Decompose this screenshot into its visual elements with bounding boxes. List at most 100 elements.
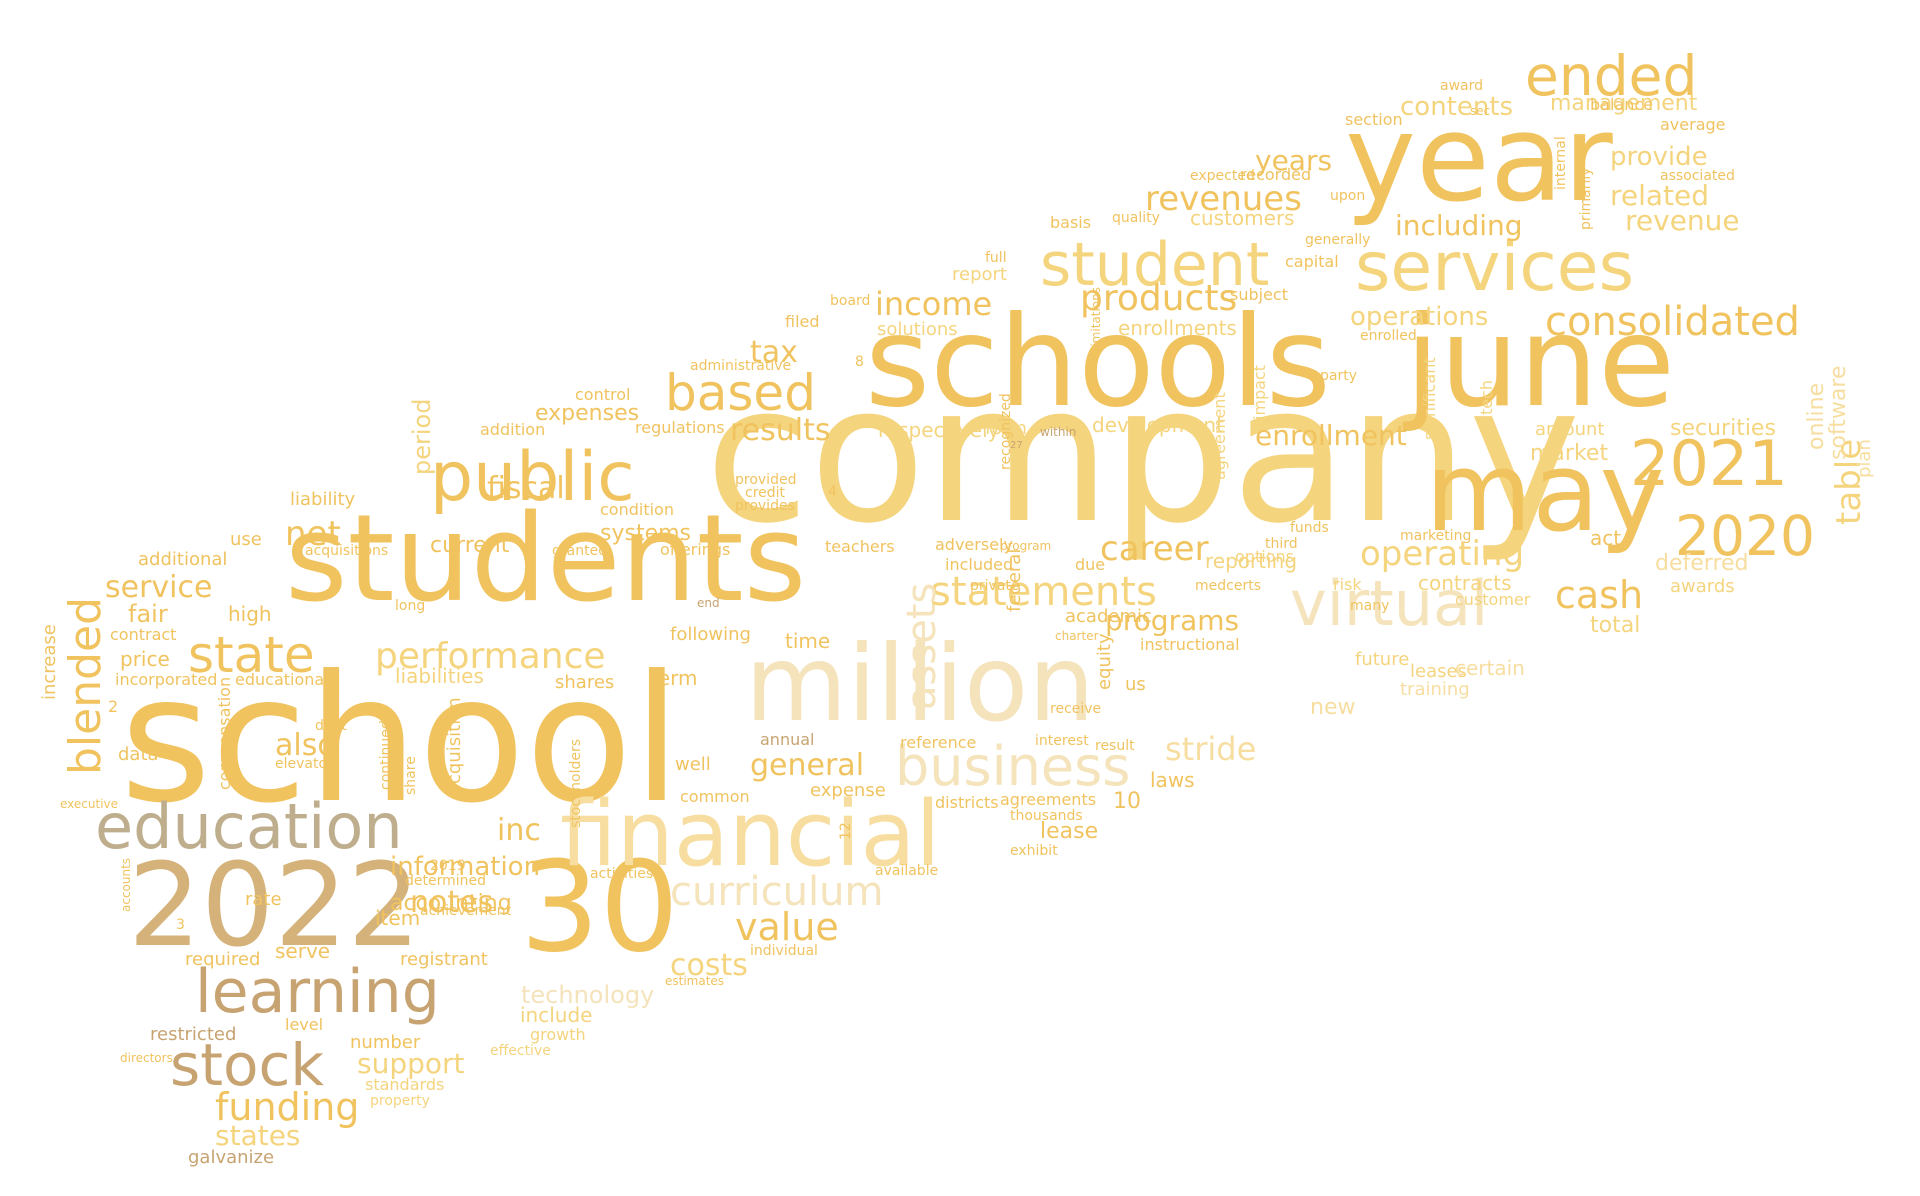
word-enrollments: enrollments bbox=[1118, 316, 1237, 340]
word-solutions: solutions bbox=[877, 319, 958, 340]
word-cloud-words: company school schools june students may… bbox=[39, 44, 1875, 1168]
word-online: online bbox=[1804, 383, 1829, 450]
word-career: career bbox=[1100, 529, 1209, 569]
word-expenses: expenses bbox=[535, 401, 639, 426]
word-management: management bbox=[1550, 91, 1698, 116]
word-company: company bbox=[705, 344, 1581, 565]
word-assets: assets bbox=[899, 583, 945, 710]
word-sec: sec bbox=[1470, 104, 1490, 118]
word-provided: provided bbox=[735, 472, 796, 488]
word-determined: determined bbox=[405, 873, 486, 889]
word-2: 2 bbox=[108, 697, 118, 716]
word-recognized: recognized bbox=[998, 393, 1014, 470]
word-end: end bbox=[697, 596, 720, 610]
word-use: use bbox=[230, 529, 262, 550]
word-expense: expense bbox=[810, 780, 886, 801]
word-awards: awards bbox=[1670, 576, 1735, 597]
word-additional: additional bbox=[138, 549, 227, 570]
word-student: student bbox=[1040, 230, 1269, 300]
word-well: well bbox=[675, 754, 711, 775]
word-states: states bbox=[215, 1119, 301, 1152]
word-upon: upon bbox=[1330, 188, 1365, 204]
word-addition: addition bbox=[480, 420, 545, 439]
word-granted: granted bbox=[552, 543, 607, 559]
word-revenue: revenue bbox=[1625, 204, 1740, 237]
word-many: many bbox=[1350, 598, 1389, 614]
word-medcerts: medcerts bbox=[1195, 578, 1261, 594]
word-offerings: offerings bbox=[660, 540, 730, 559]
word-section: section bbox=[1345, 110, 1403, 129]
word-impact: impact bbox=[1250, 365, 1269, 420]
word-2019: 2019 bbox=[430, 858, 466, 874]
word-generally: generally bbox=[1305, 232, 1370, 248]
word-stockholders: stockholders bbox=[568, 739, 584, 828]
word-revenues: revenues bbox=[1145, 179, 1302, 219]
word-agreements: agreements bbox=[1000, 790, 1096, 809]
word-capital: capital bbox=[1285, 252, 1339, 271]
word-effective: effective bbox=[490, 1043, 551, 1059]
word-performance: performance bbox=[375, 636, 606, 677]
word-2021: 2021 bbox=[1630, 427, 1788, 500]
word-liability: liability bbox=[290, 489, 356, 510]
word-3: 3 bbox=[176, 917, 185, 933]
word-board: board bbox=[830, 293, 870, 309]
word-estimates: estimates bbox=[665, 974, 724, 988]
word-receive: receive bbox=[1050, 701, 1101, 717]
word-schools: schools bbox=[865, 290, 1331, 435]
word-shares: shares bbox=[555, 672, 614, 693]
word-private: private bbox=[970, 578, 1020, 594]
word-inc: inc bbox=[497, 813, 541, 848]
word-also: also bbox=[275, 728, 336, 763]
word-exhibit: exhibit bbox=[1010, 843, 1058, 859]
word-net: net bbox=[285, 514, 341, 554]
word-customer: customer bbox=[1455, 590, 1531, 609]
word-recorded: recorded bbox=[1240, 165, 1311, 184]
word-funding: funding bbox=[215, 1085, 359, 1129]
word-training: training bbox=[1400, 679, 1470, 700]
word-provides: provides bbox=[735, 498, 795, 514]
word-teachers: teachers bbox=[825, 537, 895, 556]
word-due: due bbox=[1075, 555, 1105, 574]
word-related: related bbox=[1610, 179, 1709, 212]
word-quality: quality bbox=[1112, 210, 1160, 226]
word-level: level bbox=[285, 1015, 323, 1034]
word-filed: filed bbox=[785, 312, 820, 331]
word-instructional: instructional bbox=[1140, 635, 1240, 654]
word-students: students bbox=[285, 490, 806, 629]
word-term: term bbox=[650, 666, 698, 690]
word-costs: costs bbox=[670, 948, 748, 983]
word-4: 4 bbox=[828, 484, 837, 500]
word-restricted: restricted bbox=[150, 1024, 236, 1045]
word-third: third bbox=[1265, 536, 1298, 552]
word-contents: contents bbox=[1400, 92, 1513, 122]
word-liabilities: liabilities bbox=[395, 664, 484, 688]
word-executive: executive bbox=[60, 797, 118, 811]
word-ended: ended bbox=[1525, 44, 1697, 108]
word-registrant: registrant bbox=[400, 949, 488, 970]
word-respectively: respectively bbox=[878, 418, 1000, 442]
word-accounts: accounts bbox=[119, 858, 133, 912]
word-following: following bbox=[670, 624, 751, 645]
word-regulations: regulations bbox=[635, 418, 725, 437]
word-school: school bbox=[120, 639, 681, 842]
word-lease: lease bbox=[1040, 819, 1098, 844]
word-share: share bbox=[403, 756, 419, 795]
word-systems: systems bbox=[600, 521, 691, 546]
word-long: long bbox=[395, 598, 425, 614]
word-tax: tax bbox=[750, 335, 798, 370]
word-30: 30 bbox=[520, 835, 679, 980]
word-technology: technology bbox=[521, 981, 654, 1009]
word-significant: significant bbox=[1420, 357, 1439, 440]
word-results: results bbox=[730, 413, 831, 448]
word-leases: leases bbox=[1410, 661, 1467, 682]
word-cash: cash bbox=[1555, 573, 1643, 617]
word-academic: academic bbox=[1065, 606, 1152, 627]
word-primarily: primarily bbox=[1578, 167, 1594, 230]
word-risk: risk bbox=[1333, 575, 1362, 594]
word-compensation: compensation bbox=[215, 677, 234, 790]
word-acquisition: acquisition bbox=[444, 697, 465, 795]
word-products: products bbox=[1080, 278, 1237, 319]
word-development: development bbox=[1092, 413, 1224, 437]
word-securities: securities bbox=[1670, 416, 1776, 441]
word-result: result bbox=[1095, 738, 1135, 754]
